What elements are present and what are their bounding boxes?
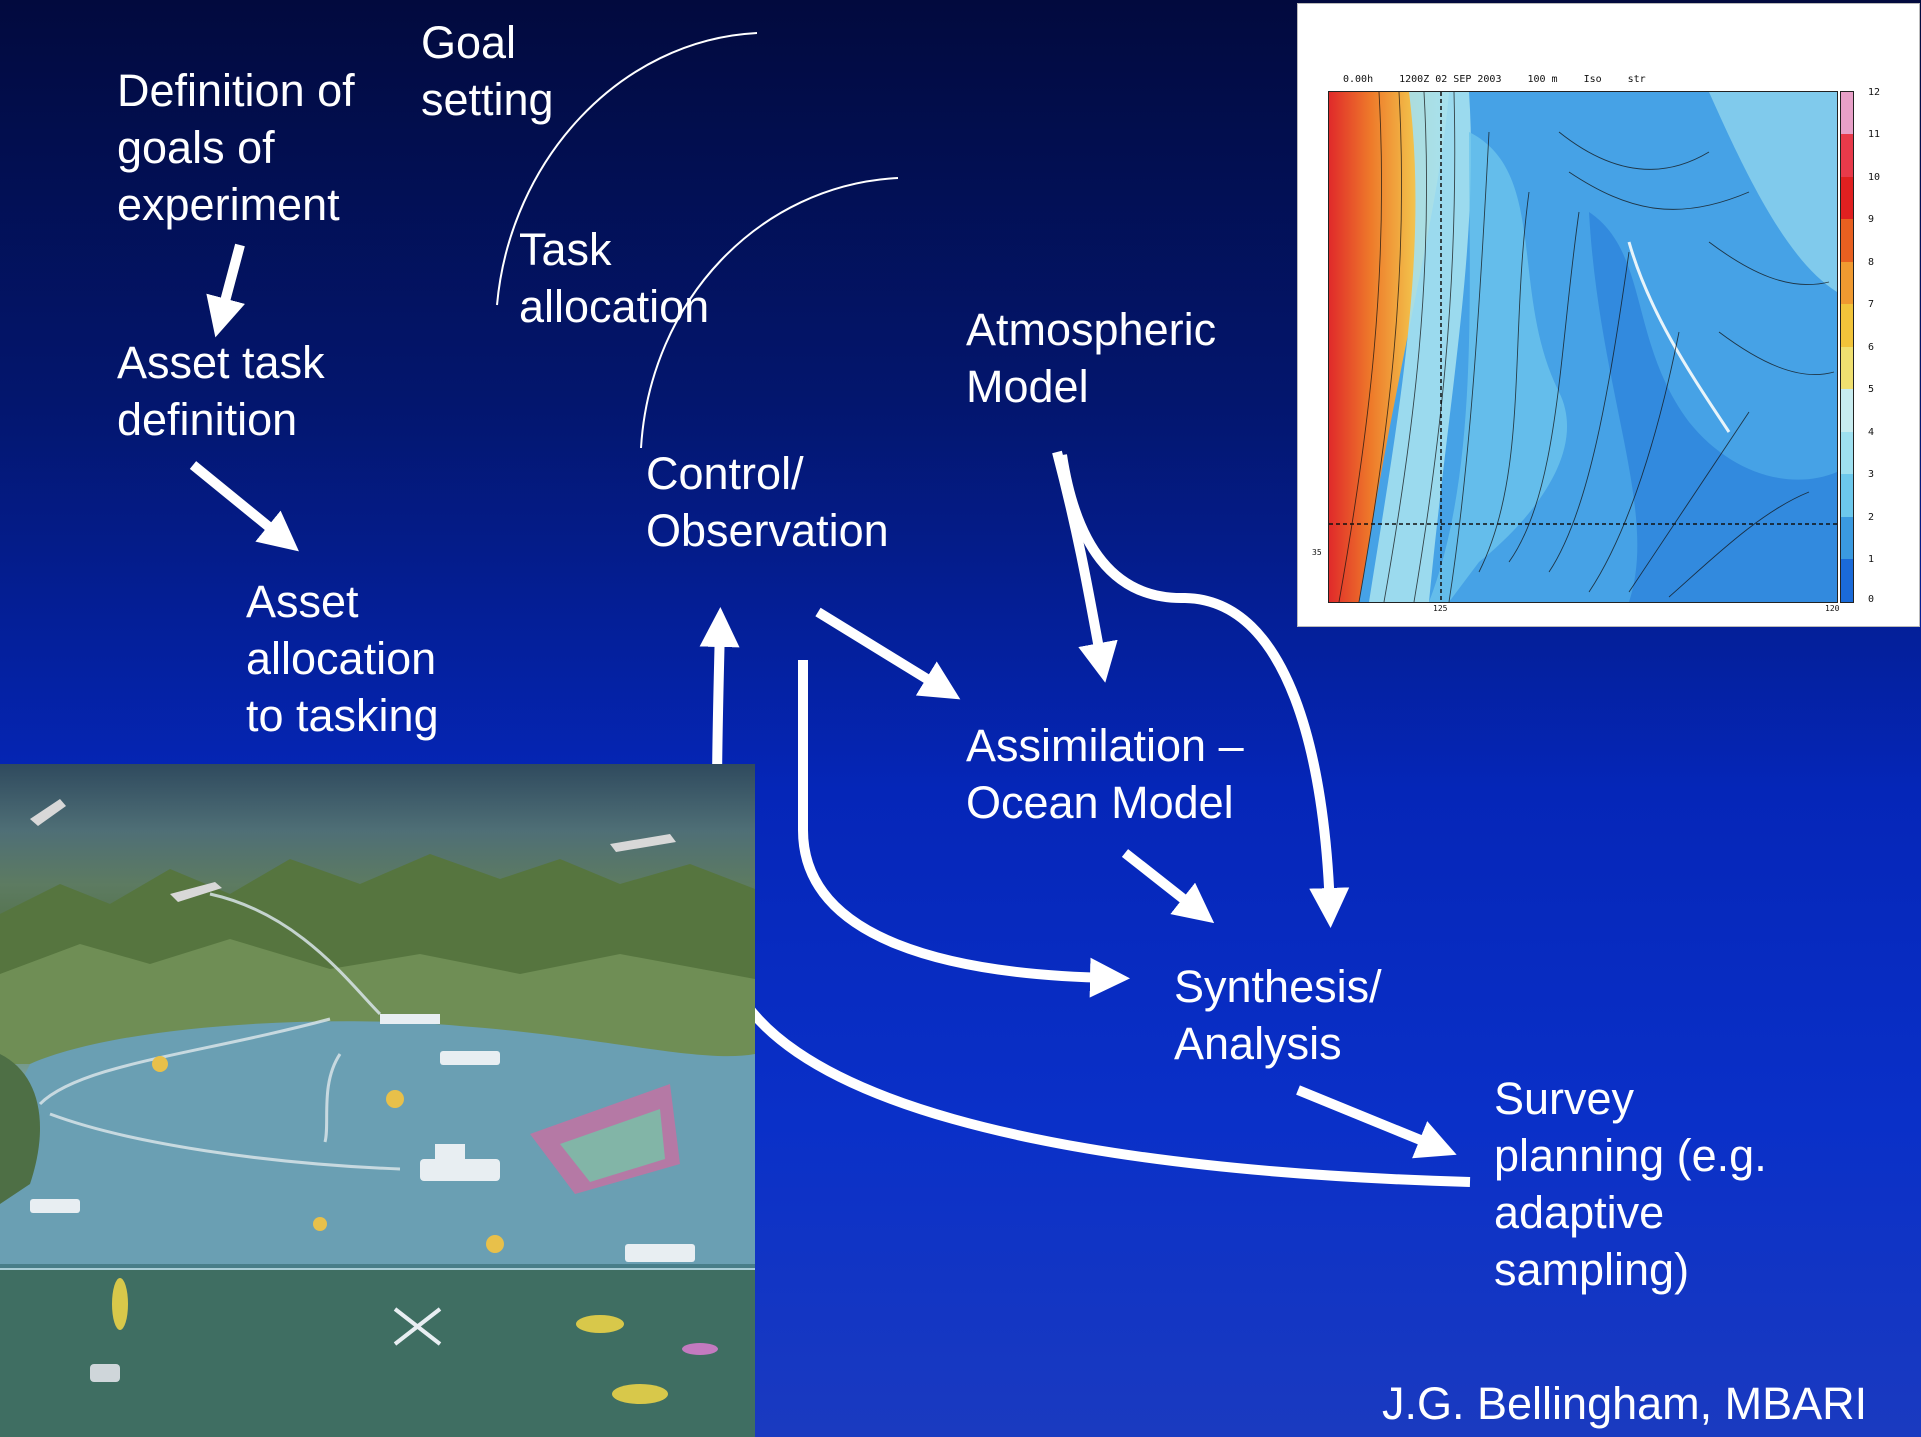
map-lat-label: 35	[1312, 548, 1322, 557]
label-asset-task-definition: Asset task definition	[117, 337, 325, 445]
colorbar-tick: 4	[1868, 427, 1875, 438]
label-goal-setting: Goal setting	[421, 17, 554, 125]
arrow-goals-to-task-def	[206, 243, 245, 338]
colorbar-segment	[1841, 559, 1853, 602]
colorbar-tick: 9	[1868, 214, 1875, 225]
label-asset-allocation: Asset allocation to tasking	[246, 576, 439, 741]
colorbar-tick: 0	[1868, 594, 1875, 605]
colorbar-tick: 3	[1868, 469, 1875, 480]
map-lon-label: 120	[1825, 604, 1840, 613]
colorbar-segment	[1841, 176, 1853, 220]
arrow-control-to-assimilation	[815, 607, 961, 700]
map-field	[1328, 91, 1838, 603]
colorbar-tick: 7	[1868, 299, 1875, 310]
label-synthesis-analysis: Synthesis/ Analysis	[1174, 961, 1382, 1069]
atmospheric-model-map: 0.00h 1200Z 02 SEP 2003 100 m Iso str	[1297, 3, 1920, 627]
label-atmospheric-model: Atmospheric Model	[966, 304, 1217, 412]
label-assimilation-ocean-model: Assimilation – Ocean Model	[966, 720, 1244, 828]
colorbar-segment	[1841, 474, 1853, 517]
label-control-observation: Control/ Observation	[646, 448, 889, 556]
label-definition-of-goals: Definition of goals of experiment	[117, 65, 355, 230]
colorbar-segment	[1841, 261, 1853, 305]
map-lon-label: 125	[1433, 604, 1448, 613]
colorbar-tick: 10	[1868, 172, 1881, 183]
map-colorbar	[1840, 91, 1854, 603]
colorbar-segment	[1841, 92, 1853, 135]
colorbar-tick: 5	[1868, 384, 1875, 395]
colorbar-segment	[1841, 389, 1853, 432]
label-survey-planning: Survey planning (e.g. adaptive sampling)	[1494, 1073, 1767, 1295]
credit-text: J.G. Bellingham, MBARI	[1382, 1378, 1868, 1429]
ocean-observing-illustration	[0, 764, 755, 1437]
map-header: 0.00h 1200Z 02 SEP 2003 100 m Iso str	[1343, 74, 1646, 85]
arrow-atmos-to-synthesis	[1057, 454, 1350, 928]
colorbar-segment	[1841, 134, 1853, 177]
colorbar-tick: 6	[1868, 342, 1875, 353]
colorbar-segment	[1841, 219, 1853, 262]
label-task-allocation: Task allocation	[519, 224, 710, 332]
colorbar-segment	[1841, 304, 1853, 347]
colorbar-tick: 8	[1868, 257, 1875, 268]
arrow-task-def-to-allocation	[189, 461, 299, 552]
goal-setting-arc	[496, 32, 758, 306]
colorbar-tick: 1	[1868, 554, 1875, 565]
colorbar-tick: 12	[1868, 87, 1881, 98]
colorbar-segment	[1841, 431, 1853, 475]
arrow-assimilation-to-synthesis	[1121, 849, 1215, 924]
arrow-synthesis-to-survey	[1296, 1085, 1457, 1159]
task-allocation-arc	[640, 177, 899, 449]
colorbar-segment	[1841, 346, 1853, 390]
colorbar-tick: 2	[1868, 512, 1875, 523]
colorbar-segment	[1841, 516, 1853, 560]
colorbar-tick: 11	[1868, 129, 1881, 140]
arrow-control-to-synthesis	[798, 660, 1130, 998]
